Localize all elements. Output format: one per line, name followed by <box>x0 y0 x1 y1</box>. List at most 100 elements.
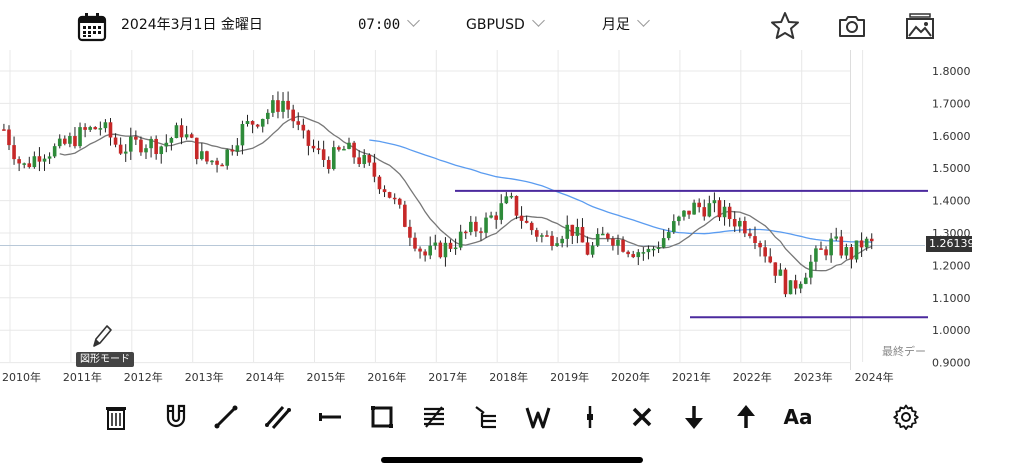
candle-body <box>575 226 580 236</box>
text-tool-label: Aa <box>783 405 813 429</box>
candle-body <box>357 157 361 165</box>
candle-body <box>108 122 113 138</box>
y-tick-label: 1.5000 <box>932 162 971 175</box>
candle-body <box>540 235 544 237</box>
y-tick-label: 1.4000 <box>932 195 971 208</box>
candle-body <box>819 248 823 250</box>
calendar-icon[interactable] <box>76 11 108 43</box>
wave-icon[interactable] <box>522 401 554 433</box>
candle-body <box>504 196 509 204</box>
candle-body <box>519 215 524 221</box>
candle-body <box>585 242 590 255</box>
candle-body <box>113 137 118 145</box>
fibonacci-icon[interactable] <box>418 401 450 433</box>
candle-body <box>245 121 250 125</box>
trash-icon[interactable] <box>100 401 132 433</box>
x-tick-label: 2011年 <box>63 370 102 384</box>
rectangle-icon[interactable] <box>366 401 398 433</box>
price-chart[interactable]: 1.80001.70001.60001.50001.40001.30001.20… <box>0 50 1024 385</box>
candle-body <box>692 202 696 215</box>
candle-body <box>550 235 554 246</box>
candle-body <box>677 216 681 222</box>
candle-body <box>372 162 377 177</box>
candle-body <box>859 240 864 248</box>
candle-body <box>276 100 280 112</box>
candle-body <box>722 206 727 218</box>
symbol-selector[interactable]: GBPUSD <box>466 14 545 35</box>
candle-body <box>489 215 493 218</box>
candle-body <box>215 160 219 165</box>
y-tick-label: 0.9000 <box>932 357 971 370</box>
candle-body <box>849 247 854 260</box>
candle-body <box>128 136 133 152</box>
candle-body <box>286 100 290 110</box>
candle-body <box>854 240 859 260</box>
date-label[interactable]: 2024年3月1日 金曜日 <box>121 17 263 33</box>
candle-body <box>753 236 757 244</box>
candle-body <box>12 145 16 160</box>
candle-body <box>408 226 412 238</box>
candle-body <box>7 129 11 146</box>
candle-body <box>403 204 407 227</box>
time-selector[interactable]: 07:00 <box>358 14 421 35</box>
camera-icon[interactable] <box>836 10 868 42</box>
candle-body <box>672 221 676 232</box>
chevron-down-icon <box>637 14 650 27</box>
candle-body <box>255 124 260 127</box>
candle-body <box>154 138 158 155</box>
parallel-lines-icon[interactable] <box>262 401 294 433</box>
pencil-icon[interactable] <box>88 322 114 350</box>
candle-body <box>474 221 478 232</box>
plot-border <box>850 50 851 370</box>
horizontal-line-icon[interactable] <box>314 401 346 433</box>
star-icon[interactable] <box>769 10 801 42</box>
symbol-value: GBPUSD <box>466 17 525 33</box>
candle-body <box>809 261 813 278</box>
candle-body <box>621 239 625 252</box>
candle-body <box>184 134 189 138</box>
candle-body <box>387 192 392 198</box>
candle-body <box>580 226 585 243</box>
horizontal-lines[interactable] <box>455 189 928 319</box>
candle-body <box>367 155 372 163</box>
candle-body <box>829 238 833 256</box>
candle-body <box>748 233 752 237</box>
candle-body <box>27 163 32 168</box>
candle-body <box>22 163 27 165</box>
candle-body <box>194 137 199 160</box>
vertical-line-icon[interactable] <box>574 401 606 433</box>
candle-body <box>524 220 529 223</box>
candle-body <box>702 207 707 217</box>
text-icon[interactable]: Aa <box>780 401 816 433</box>
arrow-down-icon[interactable] <box>678 401 710 433</box>
candle-body <box>773 262 778 276</box>
candle-body <box>174 125 179 139</box>
candle-body <box>616 239 620 246</box>
x-tick-label: 2018年 <box>489 370 528 384</box>
candle-body <box>144 148 148 153</box>
y-tick-label: 1.8000 <box>932 65 971 78</box>
candle-body <box>834 236 839 239</box>
line-icon[interactable] <box>210 401 242 433</box>
candle-body <box>433 242 438 246</box>
candle-body <box>271 100 275 113</box>
x-tick-label: 2017年 <box>428 370 467 384</box>
candle-body <box>123 151 128 154</box>
candle-body <box>296 121 301 125</box>
candle-body <box>712 200 717 204</box>
candle-body <box>225 149 230 166</box>
fib-fan-icon[interactable] <box>470 401 502 433</box>
x-tick-label: 2019年 <box>550 370 589 384</box>
settings-icon[interactable] <box>890 401 922 433</box>
time-value: 07:00 <box>358 17 401 33</box>
arrow-up-icon[interactable] <box>730 401 762 433</box>
magnet-icon[interactable] <box>160 401 192 433</box>
candle-body <box>281 100 285 112</box>
timeframe-selector[interactable]: 月足 <box>602 14 650 35</box>
candle-body <box>337 147 341 150</box>
current-price-tag: 1.26139 <box>926 236 975 252</box>
gallery-icon[interactable] <box>904 10 936 42</box>
candle-body <box>717 200 722 218</box>
delete-cross-icon[interactable] <box>626 401 658 433</box>
candle-body <box>727 206 732 220</box>
